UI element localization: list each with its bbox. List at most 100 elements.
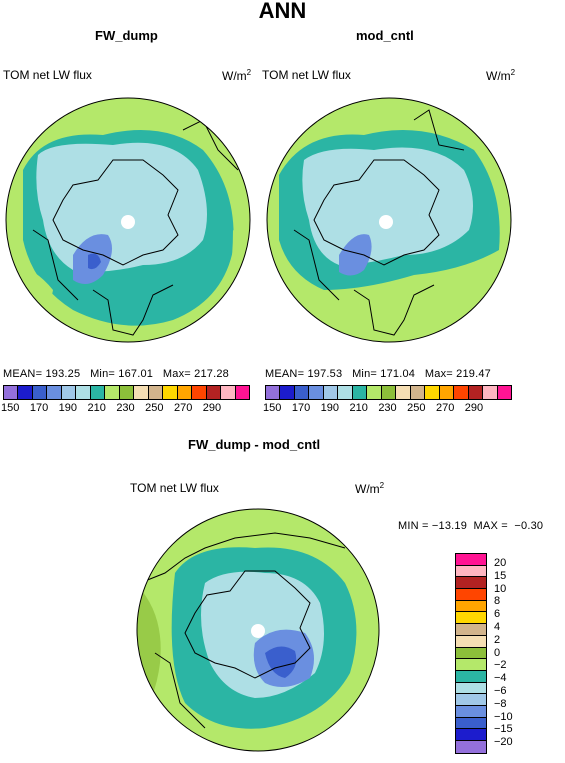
panel-2-left-label: TOM net LW flux [262,68,351,82]
colorbar-swatch [280,386,295,399]
colorbar-swatch [338,386,353,399]
colorbar-swatch [294,386,310,399]
colorbar-swatch [456,717,486,730]
colorbar-tick-label: −10 [494,710,513,723]
colorbar-swatch [456,647,486,660]
panel-1-left-label: TOM net LW flux [3,68,92,82]
colorbar-tick-label: −6 [494,685,507,697]
colorbar-difference [455,553,487,754]
colorbar-tick-label: 15 [494,569,507,582]
colorbar-swatch [352,386,368,399]
colorbar-swatch [235,386,249,399]
colorbar-tick-label: 20 [494,557,507,569]
colorbar-swatch [323,386,339,399]
colorbar-swatch [396,386,411,399]
colorbar-swatch [47,386,62,399]
colorbar-swatch [456,705,486,718]
colorbar-tick-label: −2 [494,659,507,672]
colorbar-tick-label: 290 [202,402,222,414]
colorbar-tick-label: 210 [349,402,368,414]
colorbar-swatch [456,659,486,671]
colorbar-tick-label: 170 [291,402,311,414]
colorbar-swatch [381,386,397,399]
colorbar-swatch [456,682,486,695]
colorbar-swatch [410,386,426,399]
colorbar-tick-label: 230 [116,402,135,414]
figure-title: ANN [258,0,307,23]
colorbar-swatch [206,386,222,399]
panel-2-unit: W/m2 [486,68,516,83]
colorbar-swatch [192,386,207,399]
colorbar-mod-cntl [265,385,512,400]
colorbar-tick-label: −8 [494,697,507,710]
colorbar-swatch [148,386,164,399]
colorbar-tick-label: 290 [464,402,484,414]
colorbar-tick-label: −15 [494,723,513,736]
colorbar-swatch [90,386,106,399]
colorbar-tick-label: −4 [494,672,507,685]
colorbar-tick-label: 10 [494,582,507,595]
colorbar-fw-dump [3,385,250,400]
colorbar-swatch [456,635,486,648]
colorbar-swatch [456,670,486,683]
colorbar-swatch [119,386,135,399]
polar-map-fw-dump [5,97,251,343]
panel-1-stats: MEAN= 193.25 Min= 167.01 Max= 217.28 [3,368,229,380]
polar-map-mod-cntl [266,97,512,343]
colorbar-tick-label: 8 [494,595,501,608]
colorbar-swatch [105,386,120,399]
colorbar-tick-label: 6 [494,608,501,621]
colorbar-swatch [439,386,455,399]
colorbar-swatch [456,589,486,601]
colorbar-swatch [454,386,469,399]
colorbar-swatch [309,386,324,399]
colorbar-swatch [367,386,382,399]
panel-title-diff: FW_dump - mod_cntl [188,437,321,452]
colorbar-swatch [177,386,193,399]
colorbar-swatch [483,386,498,399]
colorbar-tick-label: 270 [173,402,193,414]
colorbar-tick-label: 190 [320,402,340,414]
colorbar-swatch [468,386,484,399]
colorbar-swatch [221,386,236,399]
colorbar-tick-label: 190 [58,402,78,414]
colorbar-swatch [61,386,77,399]
colorbar-tick-label: 250 [407,402,426,414]
colorbar-swatch [456,624,486,636]
colorbar-swatch [4,386,19,399]
colorbar-tick-label: −20 [494,736,513,749]
colorbar-tick-label: 230 [378,402,397,414]
panel-title-fw-dump: FW_dump [95,28,158,43]
colorbar-swatch [456,565,486,578]
colorbar-tick-label: 270 [435,402,455,414]
diff-unit: W/m2 [355,481,385,496]
colorbar-tick-label: 2 [494,633,501,646]
colorbar-swatch [163,386,178,399]
colorbar-swatch [456,600,486,613]
colorbar-tick-label: 210 [87,402,106,414]
colorbar-tick-label: 170 [29,402,49,414]
colorbar-swatch [425,386,440,399]
colorbar-swatch [32,386,48,399]
diff-left-label: TOM net LW flux [130,481,219,495]
colorbar-tick-label: 150 [1,402,20,414]
colorbar-swatch [266,386,281,399]
colorbar-swatch [456,694,486,706]
colorbar-tick-label: 4 [494,621,501,633]
panel-1-unit: W/m2 [222,68,252,83]
colorbar-tick-label: 250 [145,402,164,414]
colorbar-swatch [76,386,91,399]
colorbar-tick-label: 0 [494,646,501,659]
colorbar-swatch [497,386,511,399]
colorbar-swatch [456,729,486,741]
colorbar-swatch [456,554,486,566]
colorbar-swatch [456,612,486,625]
polar-map-difference [136,508,380,752]
diff-stats: MIN = −13.19 MAX = −0.30 [398,520,544,532]
colorbar-swatch [18,386,33,399]
panel-2-stats: MEAN= 197.53 Min= 171.04 Max= 219.47 [265,368,491,380]
colorbar-swatch [134,386,149,399]
colorbar-swatch [456,577,486,590]
colorbar-swatch [456,741,486,753]
panel-title-mod-cntl: mod_cntl [356,28,414,43]
